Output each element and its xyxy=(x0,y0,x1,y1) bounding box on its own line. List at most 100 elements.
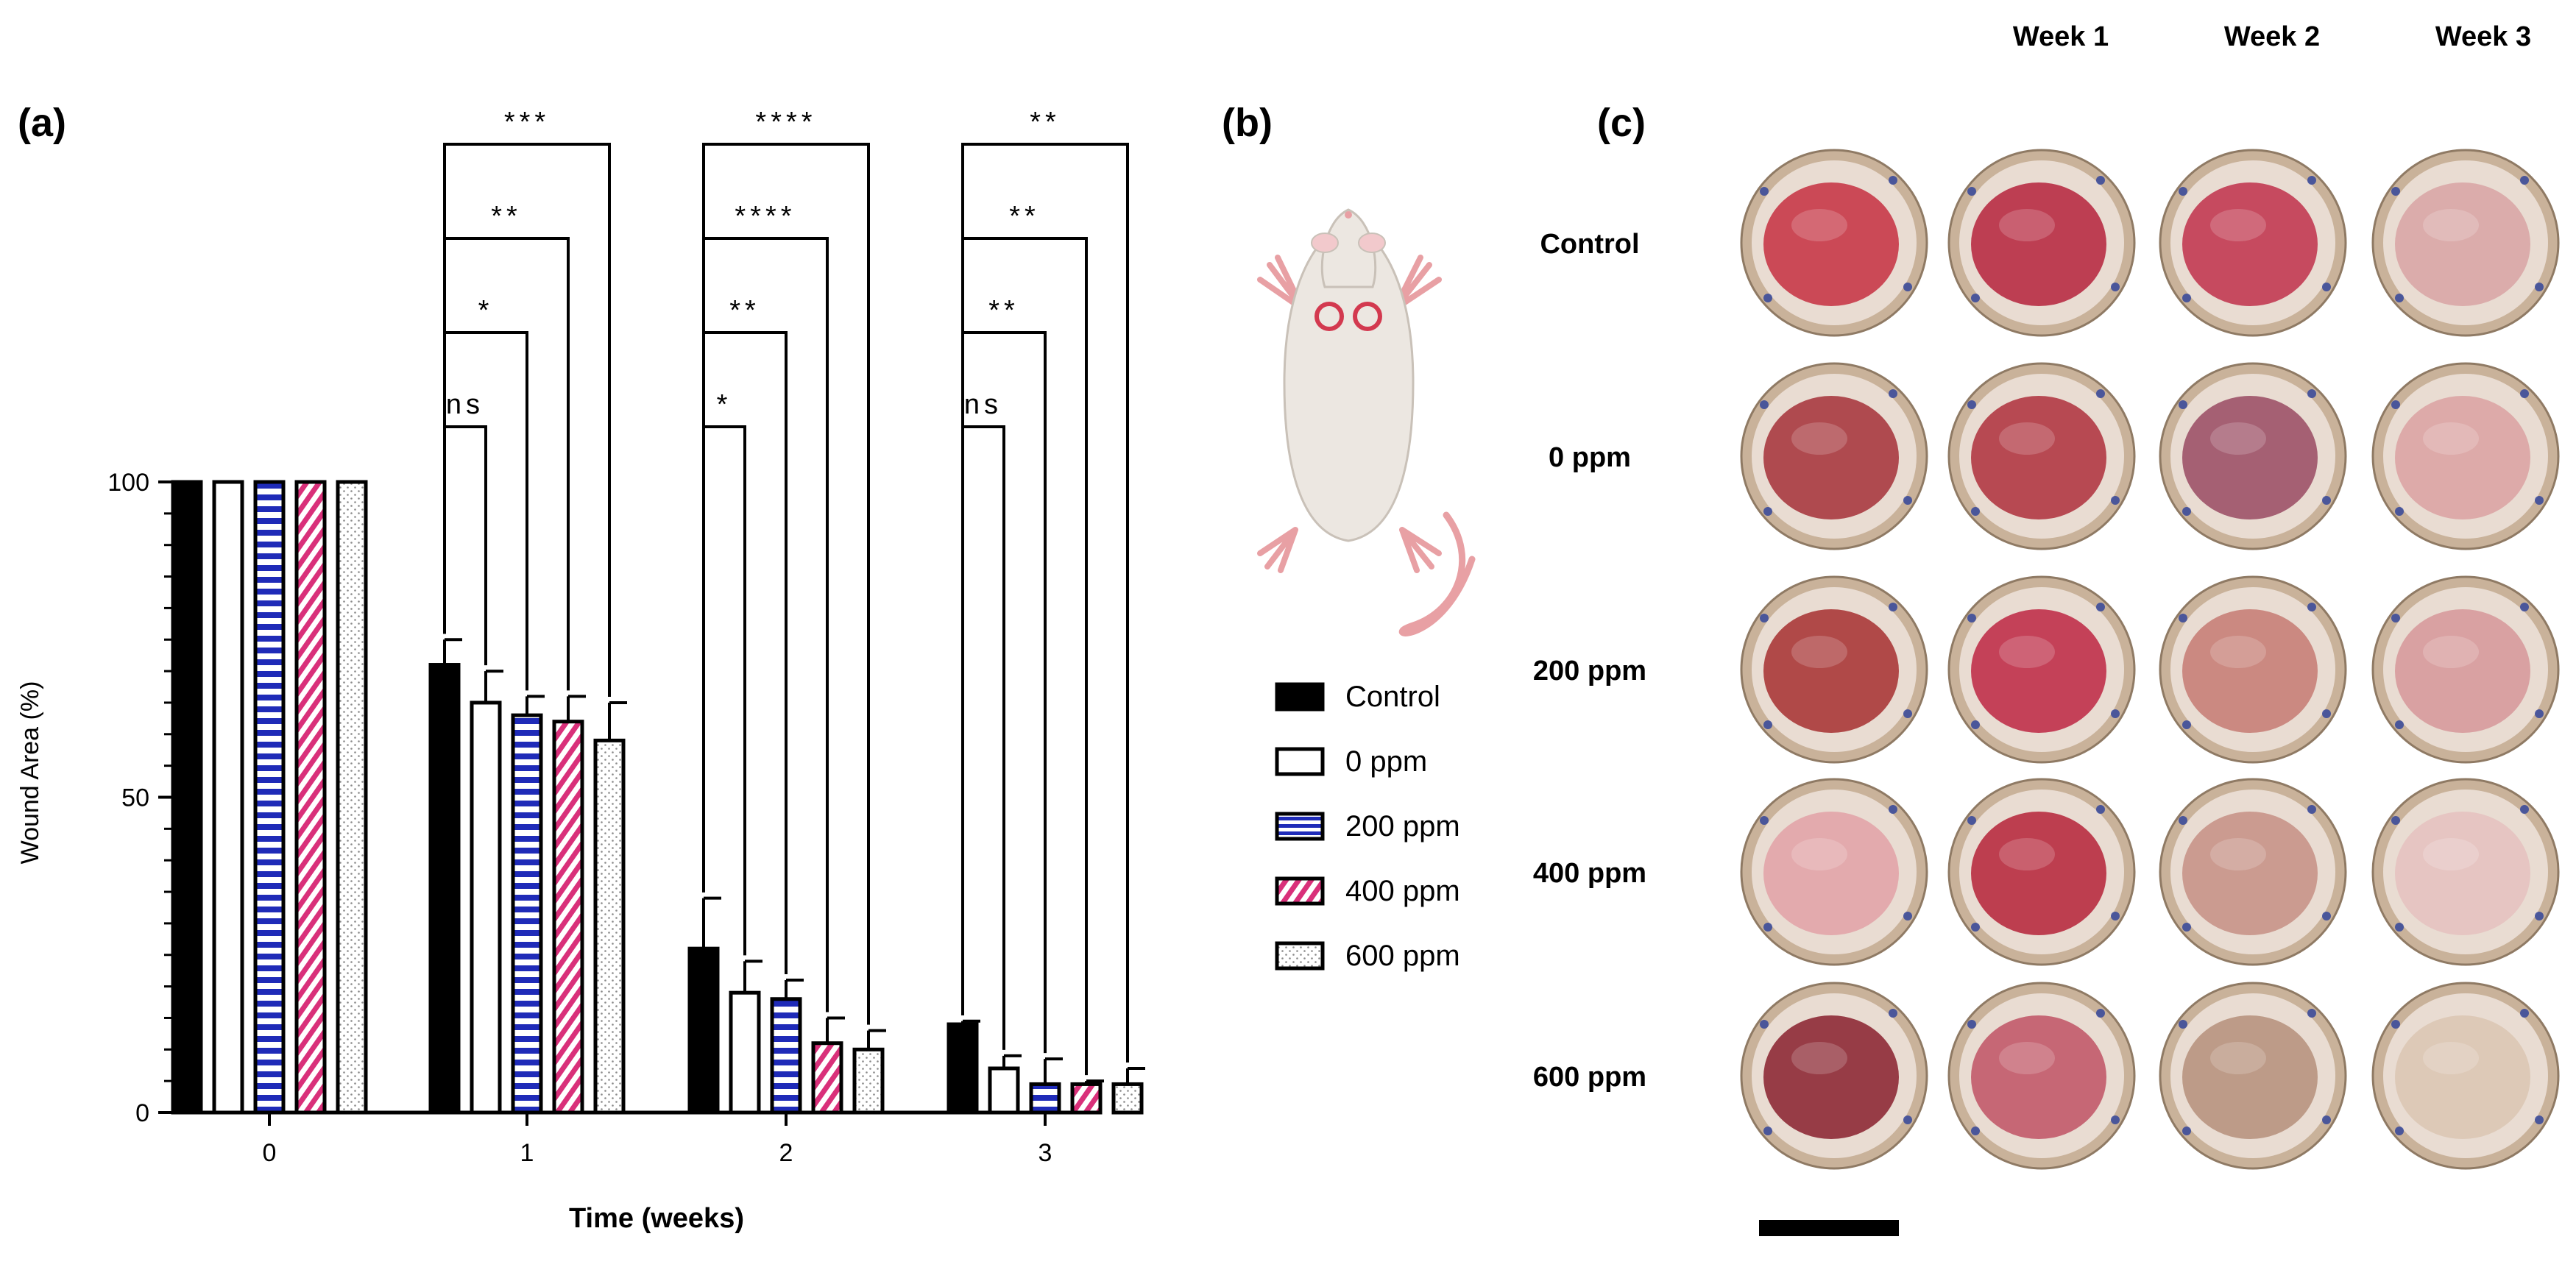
significance-label: ** xyxy=(491,201,522,232)
significance-label: ns xyxy=(964,389,1002,420)
significance-bracket xyxy=(702,237,829,1012)
bar-400-ppm-week-1 xyxy=(552,720,584,1115)
bar-400-ppm-week-2 xyxy=(811,1041,843,1115)
x-tick-label: 1 xyxy=(520,1139,534,1167)
significance-label: ** xyxy=(1009,201,1040,232)
bar-0-ppm-week-3 xyxy=(988,1066,1020,1115)
wound-photo xyxy=(2371,982,2560,1170)
x-axis-title: Time (weeks) xyxy=(569,1203,744,1234)
legend-label-control: Control xyxy=(1345,681,1440,713)
bar-200-ppm-week-1 xyxy=(511,713,543,1115)
row-label: 600 ppm xyxy=(1533,1062,1646,1093)
legend-label-0-ppm: 0 ppm xyxy=(1345,745,1427,778)
panel-c-label: (c) xyxy=(1597,101,1646,145)
significance-label: **** xyxy=(735,201,796,232)
wound-photo xyxy=(1740,149,1928,337)
significance-brackets: ns*****************ns****** xyxy=(443,107,1129,1076)
column-header: Week 1 xyxy=(2013,21,2109,52)
wound-photo xyxy=(2159,149,2347,337)
wound-photo xyxy=(1947,149,2136,337)
significance-bracket xyxy=(443,425,487,666)
legend-label-200-ppm: 200 ppm xyxy=(1345,810,1460,842)
significance-label: ns xyxy=(446,389,484,420)
bar-600-ppm-week-3 xyxy=(1111,1082,1144,1115)
wound-photo xyxy=(1947,575,2136,764)
legend-swatch-control xyxy=(1275,682,1325,712)
bar-0-ppm-week-1 xyxy=(470,700,502,1115)
x-tick-label: 2 xyxy=(779,1139,793,1167)
significance-label: * xyxy=(717,389,732,420)
wound-photo xyxy=(1947,982,2136,1170)
wound-photo xyxy=(2371,149,2560,337)
significance-label: **** xyxy=(755,107,816,138)
wound-photo xyxy=(2159,362,2347,550)
legend-label-400-ppm: 400 ppm xyxy=(1345,875,1460,907)
wound-photo xyxy=(2371,575,2560,764)
bars xyxy=(171,480,1145,1115)
wound-photo xyxy=(1740,982,1928,1170)
wound-photo xyxy=(1740,362,1928,550)
y-axis-title: Wound Area (%) xyxy=(16,681,44,865)
chart-legend: Control 0 ppm 200 ppm 400 ppm 600 ppm xyxy=(1275,681,1460,972)
row-label: 400 ppm xyxy=(1533,858,1646,889)
legend-swatch-0-ppm xyxy=(1275,747,1325,776)
significance-label: ** xyxy=(988,295,1019,326)
significance-bracket xyxy=(702,425,746,956)
bar-0-ppm-week-2 xyxy=(729,990,761,1115)
bar-control-week-2 xyxy=(687,946,720,1115)
wound-photo xyxy=(1740,575,1928,764)
bar-600-ppm-week-2 xyxy=(852,1047,885,1115)
legend-swatch-400-ppm xyxy=(1275,876,1325,906)
bar-400-ppm-week-3 xyxy=(1070,1082,1103,1115)
panel-b-label: (b) xyxy=(1222,101,1273,145)
wound-photo xyxy=(2159,982,2347,1170)
panel-a-label: (a) xyxy=(18,101,66,145)
significance-bracket xyxy=(961,237,1088,1076)
row-label: 200 ppm xyxy=(1533,656,1646,687)
legend-label-600-ppm: 600 ppm xyxy=(1345,940,1460,972)
significance-bracket xyxy=(443,143,611,697)
bar-control-week-0 xyxy=(171,480,203,1115)
wound-photo xyxy=(2159,575,2347,764)
bar-600-ppm-week-1 xyxy=(593,738,626,1115)
significance-label: ** xyxy=(1030,107,1061,138)
scale-bar xyxy=(1759,1220,1899,1236)
legend-swatch-200-ppm xyxy=(1275,812,1325,841)
rat-icon xyxy=(1257,208,1476,636)
significance-bracket xyxy=(702,143,870,1025)
y-tick-label: 0 xyxy=(135,1099,149,1127)
significance-bracket xyxy=(443,237,570,691)
column-header: Week 2 xyxy=(2224,21,2320,52)
wound-photo xyxy=(2371,778,2560,966)
significance-bracket xyxy=(961,425,1005,1050)
row-label: 0 ppm xyxy=(1549,442,1631,473)
bar-600-ppm-week-0 xyxy=(336,480,368,1115)
bar-control-week-1 xyxy=(428,663,461,1115)
bar-200-ppm-week-2 xyxy=(770,997,802,1115)
row-label: Control xyxy=(1540,229,1639,260)
y-tick-label: 100 xyxy=(107,469,149,497)
bar-0-ppm-week-0 xyxy=(212,480,244,1115)
wound-mark-left xyxy=(1314,302,1344,331)
wound-photo xyxy=(1740,778,1928,966)
y-tick-label: 50 xyxy=(121,784,149,812)
significance-bracket xyxy=(961,143,1129,1063)
x-tick-label: 3 xyxy=(1038,1139,1052,1167)
x-tick-label: 0 xyxy=(263,1139,277,1167)
wound-mark-right xyxy=(1353,302,1382,331)
bar-200-ppm-week-0 xyxy=(253,480,286,1115)
column-header: Week 3 xyxy=(2435,21,2531,52)
legend-swatch-600-ppm xyxy=(1275,941,1325,971)
bar-400-ppm-week-0 xyxy=(294,480,327,1115)
bar-200-ppm-week-3 xyxy=(1029,1082,1061,1115)
axes: 0 50 100 0 1 2 3 xyxy=(107,469,1089,1167)
wound-photo xyxy=(1947,778,2136,966)
bar-control-week-3 xyxy=(946,1022,979,1115)
significance-label: ** xyxy=(729,295,760,326)
wound-photo xyxy=(2159,778,2347,966)
wound-photo xyxy=(1947,362,2136,550)
wound-photo xyxy=(2371,362,2560,550)
significance-label: *** xyxy=(504,107,550,138)
